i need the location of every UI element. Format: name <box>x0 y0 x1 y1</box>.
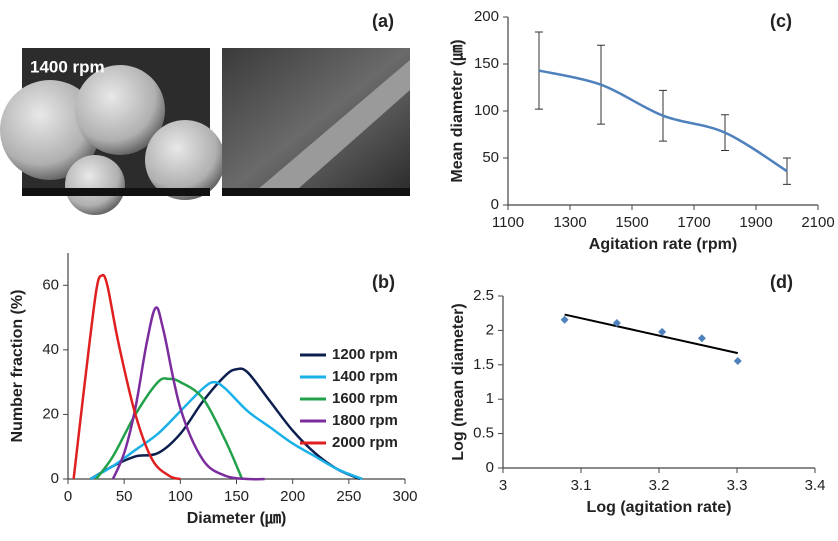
scatter-point <box>733 356 742 365</box>
x-tick-label: 1500 <box>615 214 648 231</box>
series-line <box>538 69 788 173</box>
x-tick-label: 3.3 <box>727 477 748 494</box>
y-tick-label: 20 <box>42 405 59 422</box>
panel-label: (c) <box>770 11 792 31</box>
scale-strip <box>22 188 210 196</box>
y-tick-label: 0 <box>486 459 494 476</box>
y-tick-label: 40 <box>42 341 59 358</box>
scatter-point <box>560 315 569 324</box>
series-line <box>95 377 244 480</box>
x-tick-label: 150 <box>224 488 249 505</box>
panel-label: (d) <box>770 272 793 292</box>
y-tick-label: 150 <box>474 55 499 72</box>
sphere <box>75 65 165 155</box>
panel-label: (a) <box>372 11 394 31</box>
y-tick-label: 200 <box>474 8 499 25</box>
x-tick-label: 300 <box>392 488 417 505</box>
series-line <box>89 380 363 481</box>
x-tick-label: 3.4 <box>805 477 826 494</box>
y-axis-title: Log (mean diameter) <box>450 303 467 460</box>
sphere <box>145 120 225 200</box>
y-tick-label: 2 <box>486 321 494 338</box>
x-tick-label: 3.1 <box>571 477 592 494</box>
chart-panel: 0 20 40 60 0 50 100 150 200 250 300 Diameter (㎛) Num… <box>9 253 418 528</box>
chart-panel: 0 50 100 150 200 1100 1300 1500 1700 1900 2100 Agit… <box>449 8 834 253</box>
x-tick-label: 1100 <box>492 214 524 231</box>
y-tick-label: 100 <box>474 102 499 119</box>
x-tick-label: 200 <box>280 488 305 505</box>
sem-image-2 <box>222 48 410 196</box>
y-tick-label: 0 <box>491 196 499 213</box>
scatter-point <box>658 327 667 336</box>
scatter-point <box>697 334 706 343</box>
series-line <box>89 367 361 481</box>
scatter-point <box>612 319 621 328</box>
x-tick-label: 50 <box>116 488 133 505</box>
legend-label: 1600 rpm <box>332 390 398 407</box>
legend-label: 2000 rpm <box>332 434 398 451</box>
x-axis-title: Agitation rate (rpm) <box>589 236 737 253</box>
x-tick-label: 250 <box>336 488 361 505</box>
x-tick-label: 3.2 <box>649 477 670 494</box>
y-tick-label: 1 <box>486 390 494 407</box>
legend-label: 1800 rpm <box>332 412 398 429</box>
panel-label: (b) <box>372 272 395 292</box>
x-tick-label: 1900 <box>739 214 772 231</box>
x-tick-label: 1300 <box>553 214 586 231</box>
sheet <box>250 60 410 196</box>
x-tick-label: 100 <box>168 488 193 505</box>
sphere <box>0 80 100 180</box>
y-tick-label: 0 <box>51 470 59 487</box>
scale-strip <box>222 188 410 196</box>
sphere <box>65 155 125 215</box>
legend-label: 1400 rpm <box>332 368 398 385</box>
series-line <box>72 273 181 481</box>
y-axis-title: Mean diameter (㎛) <box>449 39 467 182</box>
chart-panel: 0 0.5 1 1.5 2 2.5 3 3.1 3.2 3.3 3.4 Log (agitation … <box>450 272 825 516</box>
y-tick-label: 1.5 <box>473 356 494 373</box>
y-tick-label: 60 <box>42 276 59 293</box>
series-line <box>111 306 265 481</box>
y-axis-title: Number fraction (%) <box>9 290 26 443</box>
image-caption: 1400 rpm <box>30 57 105 76</box>
x-axis-title: Diameter (㎛) <box>187 510 287 528</box>
x-axis-title: Log (agitation rate) <box>587 499 732 516</box>
x-tick-label: 0 <box>64 488 72 505</box>
x-tick-label: 1700 <box>677 214 710 231</box>
y-tick-label: 50 <box>482 149 499 166</box>
x-tick-label: 2100 <box>801 214 834 231</box>
y-tick-label: 2.5 <box>473 287 494 304</box>
trendline <box>564 313 738 355</box>
x-tick-label: 3 <box>499 477 507 494</box>
sem-images: 1400 rpm (a) <box>0 11 410 215</box>
legend-label: 1200 rpm <box>332 346 398 363</box>
y-tick-label: 0.5 <box>473 425 494 442</box>
